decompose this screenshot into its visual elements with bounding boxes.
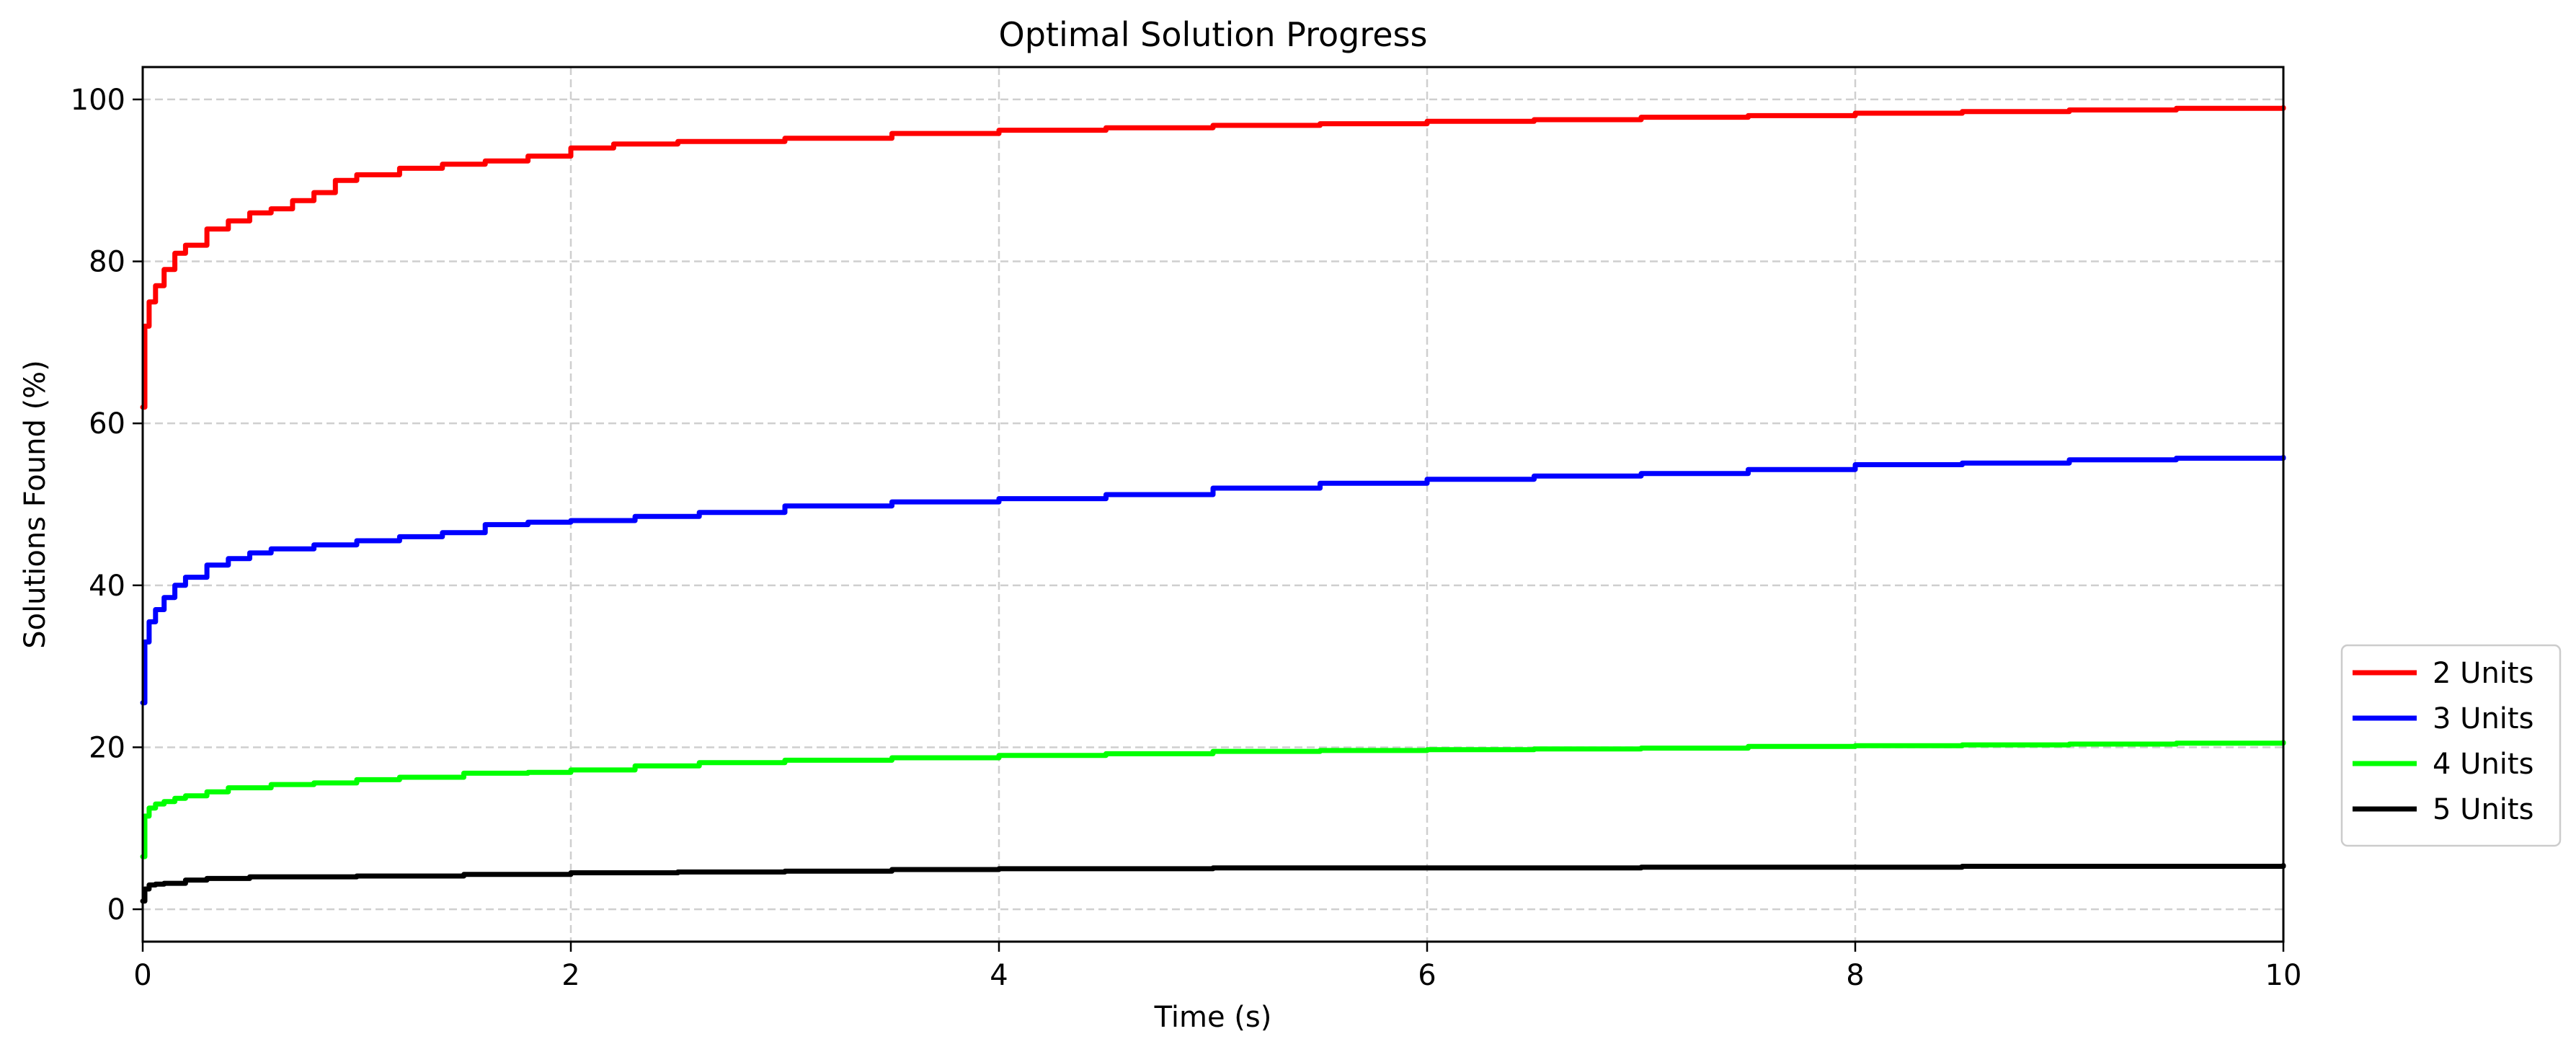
x-tick-label: 4 [990,959,1008,992]
x-tick-label: 0 [133,959,151,992]
chart-title: Optimal Solution Progress [999,15,1428,54]
series-line-2-units [140,105,2286,410]
y-tick-label: 40 [89,570,125,603]
legend-label: 4 Units [2433,748,2533,781]
series-layer [140,105,2286,904]
y-tick-label: 100 [71,84,125,117]
y-tick-label: 20 [89,731,125,764]
legend: 2 Units 3 Units 4 Units 5 Units [2340,644,2562,847]
series-line-5-units [140,862,2286,904]
legend-label: 3 Units [2433,702,2533,735]
x-axis-label: Time (s) [1154,1001,1272,1034]
y-tick-label: 80 [89,246,125,279]
x-tick-label: 2 [561,959,579,992]
x-tick-label: 8 [1846,959,1864,992]
y-tick-label: 0 [107,893,125,926]
legend-label: 5 Units [2433,793,2533,826]
axes-frame [141,66,2285,943]
y-axis-label: Solutions Found (%) [19,360,52,649]
legend-label: 2 Units [2433,657,2533,690]
y-tick-label: 60 [89,407,125,441]
series-line-4-units [140,740,2286,859]
x-tick-label: 10 [2265,959,2302,992]
series-line-3-units [140,454,2286,706]
grid [141,67,2285,942]
x-tick-label: 6 [1418,959,1436,992]
legend-box [2340,644,2562,847]
